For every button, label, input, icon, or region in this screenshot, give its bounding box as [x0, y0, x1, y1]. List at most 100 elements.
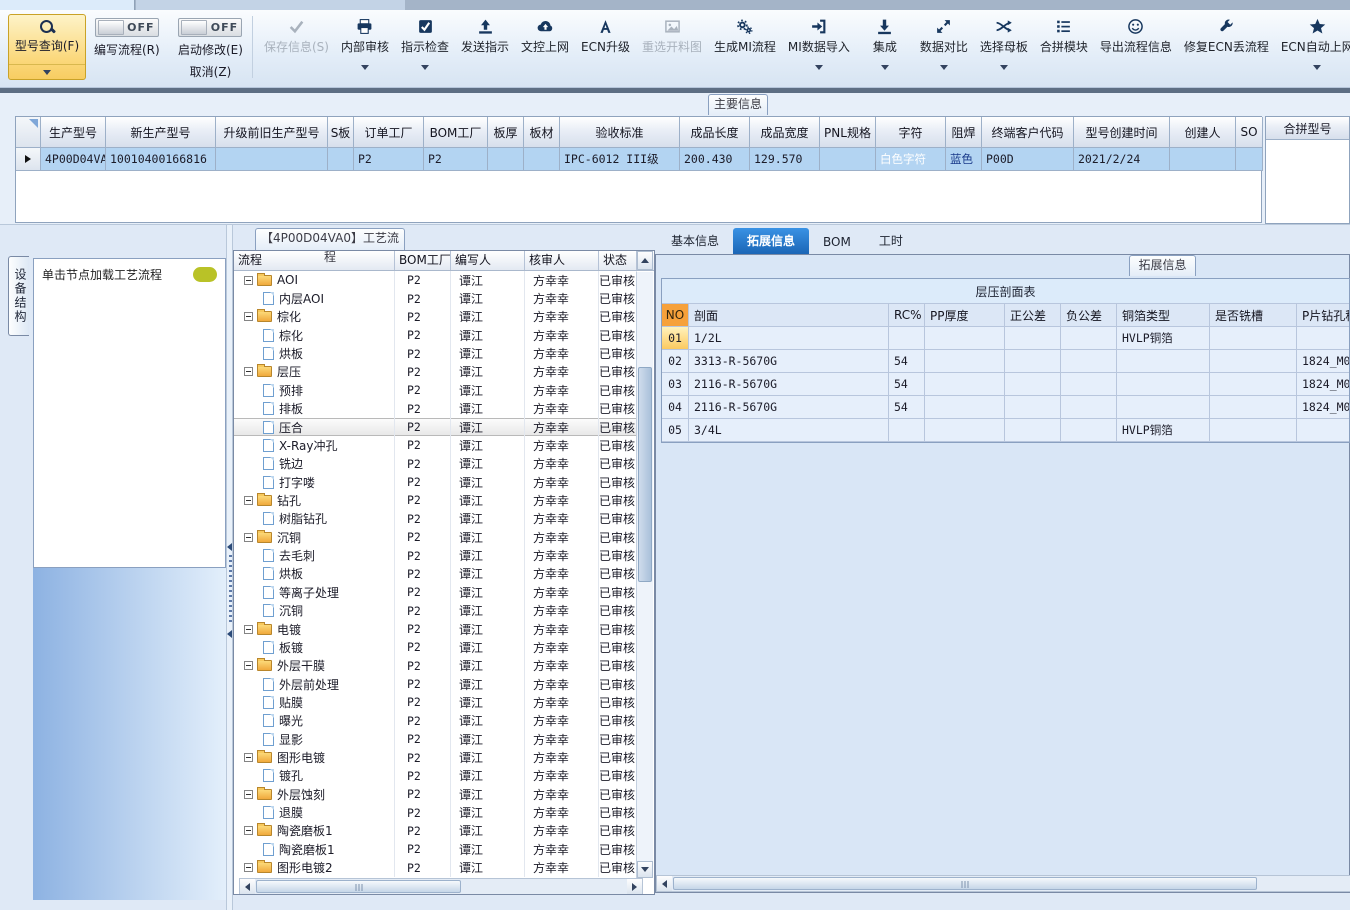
- main-info-col-header[interactable]: SO: [1236, 117, 1263, 148]
- flow-node-cell[interactable]: 等离子处理: [234, 583, 395, 602]
- chevron-down-icon[interactable]: [1313, 65, 1322, 70]
- flow-node-cell[interactable]: 贴膜: [234, 693, 395, 712]
- chevron-down-icon[interactable]: [360, 65, 369, 70]
- flow-tree-row[interactable]: AOI P2 谭江 方幸幸 已审核: [234, 271, 654, 290]
- flow-node-cell[interactable]: 外层干膜: [234, 656, 395, 675]
- flow-node-cell[interactable]: 图形电镀: [234, 748, 395, 767]
- chevron-down-icon[interactable]: [814, 65, 823, 70]
- flow-tree-row[interactable]: 内层AOI P2 谭江 方幸幸 已审核: [234, 289, 654, 308]
- flow-node-cell[interactable]: 电镀: [234, 619, 395, 639]
- flow-tree-row[interactable]: 退膜 P2 谭江 方幸幸 已审核: [234, 803, 654, 822]
- flow-tree-row[interactable]: X-Ray冲孔 P2 谭江 方幸幸 已审核: [234, 436, 654, 455]
- extended-info-sub-tab[interactable]: 拓展信息: [1129, 255, 1196, 276]
- flow-node-cell[interactable]: 外层前处理: [234, 674, 395, 694]
- toolbar-button[interactable]: 文控上网: [515, 10, 575, 88]
- main-info-col-header[interactable]: 字符: [876, 117, 946, 148]
- flow-node-cell[interactable]: 沉铜: [234, 528, 395, 547]
- lamination-col-header[interactable]: 铜箔类型: [1117, 304, 1210, 327]
- tree-expander-icon[interactable]: [244, 275, 253, 285]
- flow-node-cell[interactable]: 打字喽: [234, 472, 395, 492]
- scroll-up-button[interactable]: [637, 251, 653, 270]
- flow-tree-row[interactable]: 陶瓷磨板1 P2 谭江 方幸幸 已审核: [234, 840, 654, 859]
- main-info-col-header[interactable]: 生产型号: [41, 117, 106, 148]
- flow-tree-row[interactable]: 排板 P2 谭江 方幸幸 已审核: [234, 399, 654, 418]
- flow-node-cell[interactable]: 退膜: [234, 803, 395, 822]
- write-flow-toggle[interactable]: OFF: [94, 18, 159, 37]
- flow-tree-row[interactable]: 预排 P2 谭江 方幸幸 已审核: [234, 381, 654, 400]
- cancel-label[interactable]: 取消(Z): [189, 65, 232, 79]
- main-info-col-header[interactable]: 订单工厂: [354, 117, 424, 148]
- lamination-row[interactable]: 02 3313-R-5670G 54 1824_M0: [662, 350, 1349, 373]
- flow-tree-row[interactable]: 贴膜 P2 谭江 方幸幸 已审核: [234, 693, 654, 712]
- main-info-col-header[interactable]: 板厚: [488, 117, 524, 148]
- flow-node-cell[interactable]: AOI: [234, 271, 395, 290]
- tree-expander-icon[interactable]: [244, 826, 253, 836]
- main-info-col-header[interactable]: 终端客户代码: [982, 117, 1074, 148]
- flow-tree-row[interactable]: 钻孔 P2 谭江 方幸幸 已审核: [234, 491, 654, 510]
- toolbar-button[interactable]: 导出流程信息: [1094, 10, 1178, 88]
- lamination-col-header[interactable]: 剖面: [689, 304, 889, 327]
- tree-expander-icon[interactable]: [244, 495, 253, 505]
- panel-splitter[interactable]: [226, 225, 233, 910]
- ribbon-tab-selected[interactable]: [0, 0, 135, 10]
- main-info-col-header[interactable]: 验收标准: [560, 117, 680, 148]
- flow-tree-row[interactable]: 打字喽 P2 谭江 方幸幸 已审核: [234, 472, 654, 492]
- flow-node-cell[interactable]: 钻孔: [234, 491, 395, 510]
- flow-tree-row[interactable]: 曝光 P2 谭江 方幸幸 已审核: [234, 711, 654, 730]
- main-info-col-header[interactable]: 板材: [524, 117, 560, 148]
- main-info-col-header[interactable]: 创建人: [1170, 117, 1236, 148]
- flow-node-cell[interactable]: 烘板: [234, 564, 395, 584]
- flow-node-cell[interactable]: 去毛刺: [234, 546, 395, 565]
- flow-vertical-scrollbar[interactable]: [636, 251, 653, 878]
- flow-tree-row[interactable]: 电镀 P2 谭江 方幸幸 已审核: [234, 619, 654, 639]
- tree-expander-icon[interactable]: [244, 789, 253, 799]
- tree-expander-icon[interactable]: [244, 312, 253, 322]
- collapse-arrow-icon[interactable]: [227, 630, 232, 638]
- flow-tree-row[interactable]: 去毛刺 P2 谭江 方幸幸 已审核: [234, 546, 654, 565]
- toolbar-button[interactable]: 内部审核: [335, 10, 395, 88]
- flow-node-cell[interactable]: 压合: [234, 417, 395, 437]
- main-info-col-header[interactable]: 成品长度: [680, 117, 750, 148]
- lamination-col-header[interactable]: P片钻孔程: [1297, 304, 1349, 327]
- chevron-down-icon[interactable]: [939, 65, 948, 70]
- flow-tree-row[interactable]: 棕化 P2 谭江 方幸幸 已审核: [234, 307, 654, 327]
- flow-node-cell[interactable]: 显影: [234, 729, 395, 749]
- model-query-dropdown[interactable]: [9, 64, 85, 79]
- scrollbar-thumb[interactable]: [638, 367, 652, 582]
- col-bom-factory[interactable]: BOM工厂: [395, 251, 451, 270]
- flow-node-cell[interactable]: 图形电镀2: [234, 858, 395, 877]
- flow-node-cell[interactable]: 层压: [234, 362, 395, 382]
- tree-expander-icon[interactable]: [244, 863, 253, 873]
- flow-node-cell[interactable]: 烘板: [234, 344, 395, 363]
- lamination-col-header[interactable]: RC%: [889, 304, 925, 327]
- flow-node-cell[interactable]: 棕化: [234, 307, 395, 327]
- chevron-down-icon[interactable]: [999, 65, 1008, 70]
- flow-node-cell[interactable]: 排板: [234, 399, 395, 418]
- toolbar-button[interactable]: 选择母板: [974, 10, 1034, 88]
- main-info-col-header[interactable]: 升级前旧生产型号: [216, 117, 328, 148]
- flow-tree-row[interactable]: 板镀 P2 谭江 方幸幸 已审核: [234, 638, 654, 657]
- flow-tree-row[interactable]: 陶瓷磨板1 P2 谭江 方幸幸 已审核: [234, 821, 654, 841]
- main-info-col-header[interactable]: 型号创建时间: [1074, 117, 1170, 148]
- main-info-col-header[interactable]: 阻焊: [946, 117, 982, 148]
- flow-tree-row[interactable]: 外层前处理 P2 谭江 方幸幸 已审核: [234, 674, 654, 694]
- flow-horizontal-scrollbar[interactable]: [239, 878, 643, 894]
- tab-bom[interactable]: BOM: [823, 235, 851, 249]
- flow-node-cell[interactable]: 内层AOI: [234, 289, 395, 308]
- col-reviewer[interactable]: 核审人: [525, 251, 599, 270]
- lamination-col-header[interactable]: 负公差: [1061, 304, 1117, 327]
- flow-tree-row[interactable]: 沉铜 P2 谭江 方幸幸 已审核: [234, 528, 654, 547]
- toolbar-button[interactable]: 合拼模块: [1034, 10, 1094, 88]
- model-query-button[interactable]: 型号查询(F): [8, 14, 86, 80]
- main-info-col-header[interactable]: PNL规格: [820, 117, 876, 148]
- flow-tree-row[interactable]: 图形电镀2 P2 谭江 方幸幸 已审核: [234, 858, 654, 877]
- main-info-col-header[interactable]: 成品宽度: [750, 117, 820, 148]
- flow-node-cell[interactable]: 树脂钻孔: [234, 509, 395, 529]
- flow-tree-row[interactable]: 铣边 P2 谭江 方幸幸 已审核: [234, 454, 654, 473]
- detail-horizontal-scrollbar[interactable]: [656, 875, 1350, 892]
- lamination-row[interactable]: 05 3/4L HVLP铜箔: [662, 419, 1349, 442]
- toolbar-button[interactable]: MI数据导入: [782, 10, 856, 88]
- flow-tree-row[interactable]: 烘板 P2 谭江 方幸幸 已审核: [234, 344, 654, 363]
- scroll-left-button[interactable]: [240, 879, 255, 894]
- scroll-left-button[interactable]: [657, 876, 672, 891]
